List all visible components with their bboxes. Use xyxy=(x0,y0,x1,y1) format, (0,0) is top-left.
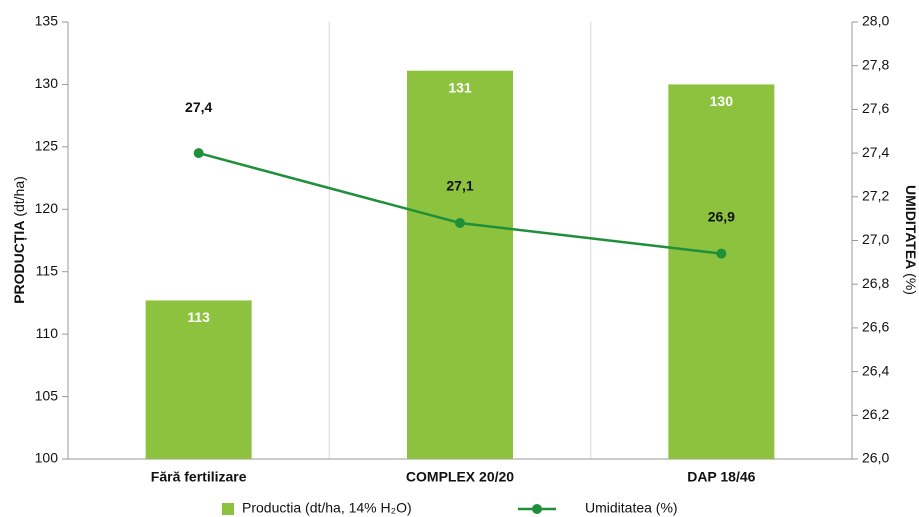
y2-tick-label: 26,8 xyxy=(862,275,889,291)
legend-marker xyxy=(532,504,542,514)
x-tick-label: COMPLEX 20/20 xyxy=(406,469,514,485)
bar-value-label: 130 xyxy=(710,93,734,109)
bar-value-label: 131 xyxy=(448,79,472,95)
y2-tick-label: 27,2 xyxy=(862,188,889,204)
y2-tick-label: 27,4 xyxy=(862,144,889,160)
y-tick-label: 120 xyxy=(35,200,59,216)
y2-axis-title-bold: UMIDITATEA xyxy=(903,185,919,269)
y2-tick-label: 26,2 xyxy=(862,406,889,422)
bar xyxy=(407,70,513,460)
legend-label: Umiditatea (%) xyxy=(585,500,678,516)
bar xyxy=(145,300,252,459)
y2-axis-title-unit: (%) xyxy=(903,273,919,295)
legend-swatch xyxy=(222,503,234,515)
line-value-label: 27,1 xyxy=(446,178,473,194)
bar xyxy=(668,84,775,459)
y-tick-label: 135 xyxy=(35,13,59,29)
bar-value-label: 113 xyxy=(187,309,210,325)
y-axis-title-unit: (dt/ha) xyxy=(11,176,27,216)
legend-label: Productia (dt/ha, 14% H₂O) xyxy=(242,500,412,516)
y-axis-title: PRODUCȚIA (dt/ha) xyxy=(11,176,27,304)
y-tick-label: 130 xyxy=(35,75,59,91)
y-tick-label: 115 xyxy=(36,262,59,278)
y2-tick-label: 26,0 xyxy=(862,450,889,466)
line-marker xyxy=(716,248,727,259)
y2-tick-label: 27,6 xyxy=(862,100,889,116)
x-tick-label: Fără fertilizare xyxy=(151,469,247,485)
y2-tick-label: 26,6 xyxy=(862,319,889,335)
y-tick-label: 125 xyxy=(35,138,59,154)
y2-tick-label: 27,0 xyxy=(862,231,889,247)
line-marker xyxy=(455,218,465,229)
y2-axis-title: UMIDITATEA (%) xyxy=(903,185,919,295)
y-tick-label: 105 xyxy=(35,387,59,403)
y-tick-label: 100 xyxy=(35,450,59,466)
x-tick-label: DAP 18/46 xyxy=(687,469,755,485)
y-tick-label: 110 xyxy=(36,325,59,341)
y2-tick-label: 27,8 xyxy=(862,56,889,72)
line-value-label: 26,9 xyxy=(708,208,735,224)
y2-tick-label: 26,4 xyxy=(862,362,889,378)
line-marker xyxy=(193,148,204,159)
y2-tick-label: 28,0 xyxy=(862,13,889,29)
y-axis-title-bold: PRODUCȚIA xyxy=(11,221,27,304)
line-value-label: 27,4 xyxy=(185,99,212,115)
